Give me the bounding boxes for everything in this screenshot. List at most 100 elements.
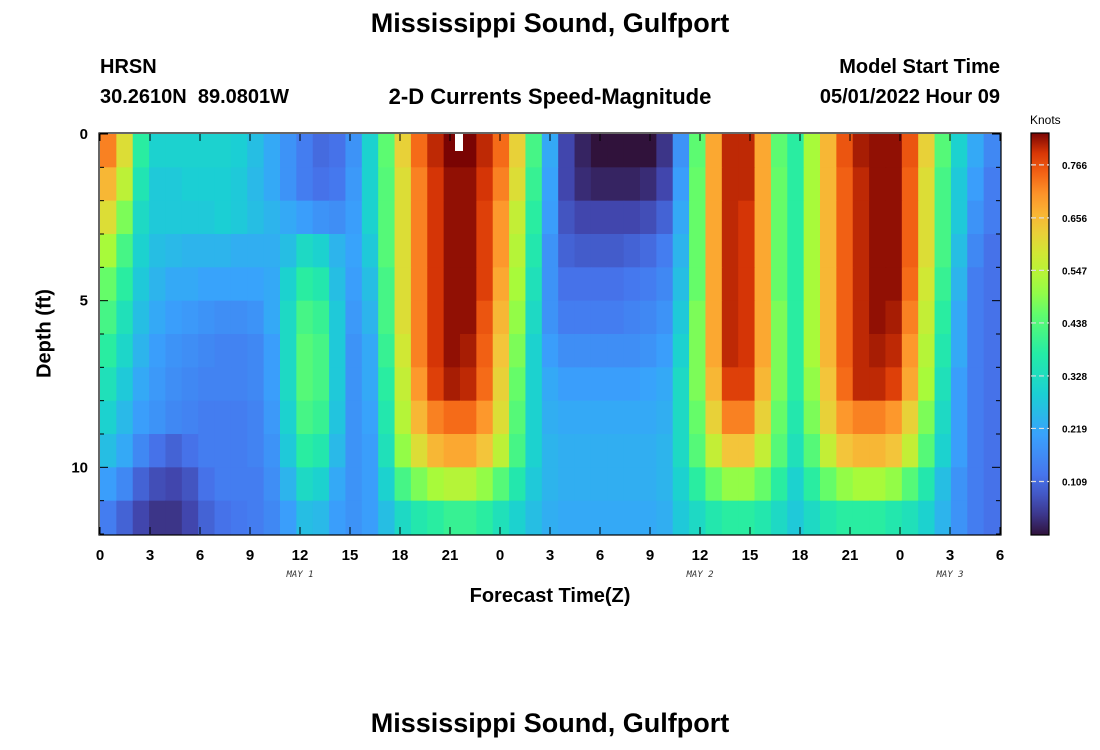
heatmap-cell: [296, 134, 314, 168]
heatmap-cell: [754, 500, 772, 535]
colorbar-tick-label: 0.547: [1062, 266, 1087, 277]
heatmap-cell: [132, 134, 150, 168]
heatmap-cell: [410, 434, 428, 468]
heatmap-cell: [378, 467, 396, 502]
heatmap-cell: [525, 134, 543, 168]
heatmap-cell: [149, 267, 167, 302]
heatmap-cell: [181, 400, 199, 435]
heatmap-cell: [181, 334, 199, 368]
heatmap-cell: [901, 134, 919, 168]
heatmap-cell: [590, 500, 608, 535]
heatmap-cell: [689, 300, 707, 335]
heatmap-cell: [476, 367, 494, 402]
heatmap-cell: [394, 300, 412, 335]
heatmap-cell: [983, 134, 1001, 168]
heatmap-cell: [869, 167, 887, 202]
heatmap-cell: [492, 234, 510, 268]
heatmap-cell: [329, 334, 347, 368]
x-tick-label: 3: [146, 547, 154, 564]
heatmap-cell: [689, 234, 707, 268]
heatmap-cell: [198, 467, 216, 502]
heatmap-cell: [918, 500, 936, 535]
heatmap-cell: [590, 434, 608, 468]
heatmap-cell: [640, 134, 657, 168]
heatmap-cell: [590, 234, 608, 268]
heatmap-cell: [329, 200, 347, 235]
heatmap-cell: [950, 134, 968, 168]
heatmap-cell: [443, 367, 461, 402]
colorbar-tick-label: 0.766: [1062, 161, 1087, 172]
heatmap-cell: [738, 300, 756, 335]
heatmap-cell: [230, 434, 248, 468]
heatmap-cell: [869, 134, 887, 168]
heatmap-cell: [934, 267, 952, 302]
heatmap-cell: [721, 400, 739, 435]
heatmap-cell: [738, 167, 756, 202]
heatmap-cell: [754, 267, 772, 302]
heatmap-cell: [787, 434, 805, 468]
heatmap-cell: [689, 134, 707, 168]
heatmap-cell: [443, 200, 461, 235]
heatmap-cell: [509, 234, 527, 268]
heatmap-cell: [623, 500, 641, 535]
heatmap-cell: [509, 434, 527, 468]
heatmap-cell: [983, 167, 1001, 202]
heatmap-cell: [885, 467, 903, 502]
heatmap-cell: [705, 467, 723, 502]
heatmap-cell: [967, 134, 985, 168]
plot-subtitle: 2-D Currents Speed-Magnitude: [388, 84, 712, 109]
heatmap-cell: [509, 467, 527, 502]
heatmap-cell: [198, 134, 216, 168]
heatmap-cell: [394, 400, 412, 435]
heatmap-cell: [181, 467, 199, 502]
heatmap-cell: [100, 234, 117, 268]
heatmap-cell: [116, 167, 134, 202]
heatmap-cell: [460, 267, 477, 302]
heatmap-cell: [918, 267, 936, 302]
heatmap-cell: [918, 200, 936, 235]
heatmap-cell: [100, 367, 117, 402]
heatmap-cell: [934, 167, 952, 202]
heatmap-cell: [410, 134, 428, 168]
station-code: HRSN: [100, 56, 157, 78]
heatmap-cell: [967, 500, 985, 535]
heatmap-cell: [852, 300, 870, 335]
heatmap-cell: [312, 334, 330, 368]
heatmap-cell: [689, 200, 707, 235]
heatmap-cell: [672, 334, 690, 368]
heatmap-cell: [100, 267, 117, 302]
heatmap-cell: [296, 434, 314, 468]
heatmap-cell: [803, 167, 821, 202]
heatmap-cell: [918, 134, 936, 168]
colorbar: [1030, 132, 1050, 536]
heatmap-cell: [149, 367, 167, 402]
heatmap-cell: [165, 500, 183, 535]
heatmap-cell: [770, 134, 788, 168]
heatmap-cell: [198, 400, 216, 435]
heatmap-cell: [132, 200, 150, 235]
heatmap-cell: [509, 334, 527, 368]
heatmap-cell: [165, 434, 183, 468]
heatmap-cell: [263, 500, 281, 535]
heatmap-cell: [770, 467, 788, 502]
heatmap-cell: [100, 167, 117, 202]
heatmap-cell: [378, 200, 396, 235]
heatmap-cell: [247, 434, 265, 468]
heatmap-cell: [967, 234, 985, 268]
heatmap-cell: [280, 467, 297, 502]
heatmap-cell: [656, 434, 674, 468]
heatmap-cell: [312, 300, 330, 335]
heatmap-cell: [640, 367, 657, 402]
heatmap-cell: [263, 400, 281, 435]
heatmap-cell: [149, 167, 167, 202]
heatmap-cell: [476, 267, 494, 302]
heatmap-cell: [721, 367, 739, 402]
heatmap-cell: [918, 334, 936, 368]
heatmap-cell: [640, 234, 657, 268]
heatmap-cell: [476, 400, 494, 435]
heatmap-cell: [198, 500, 216, 535]
heatmap-cell: [378, 267, 396, 302]
heatmap-cell: [967, 167, 985, 202]
heatmap-cell: [214, 334, 232, 368]
heatmap-cell: [214, 367, 232, 402]
